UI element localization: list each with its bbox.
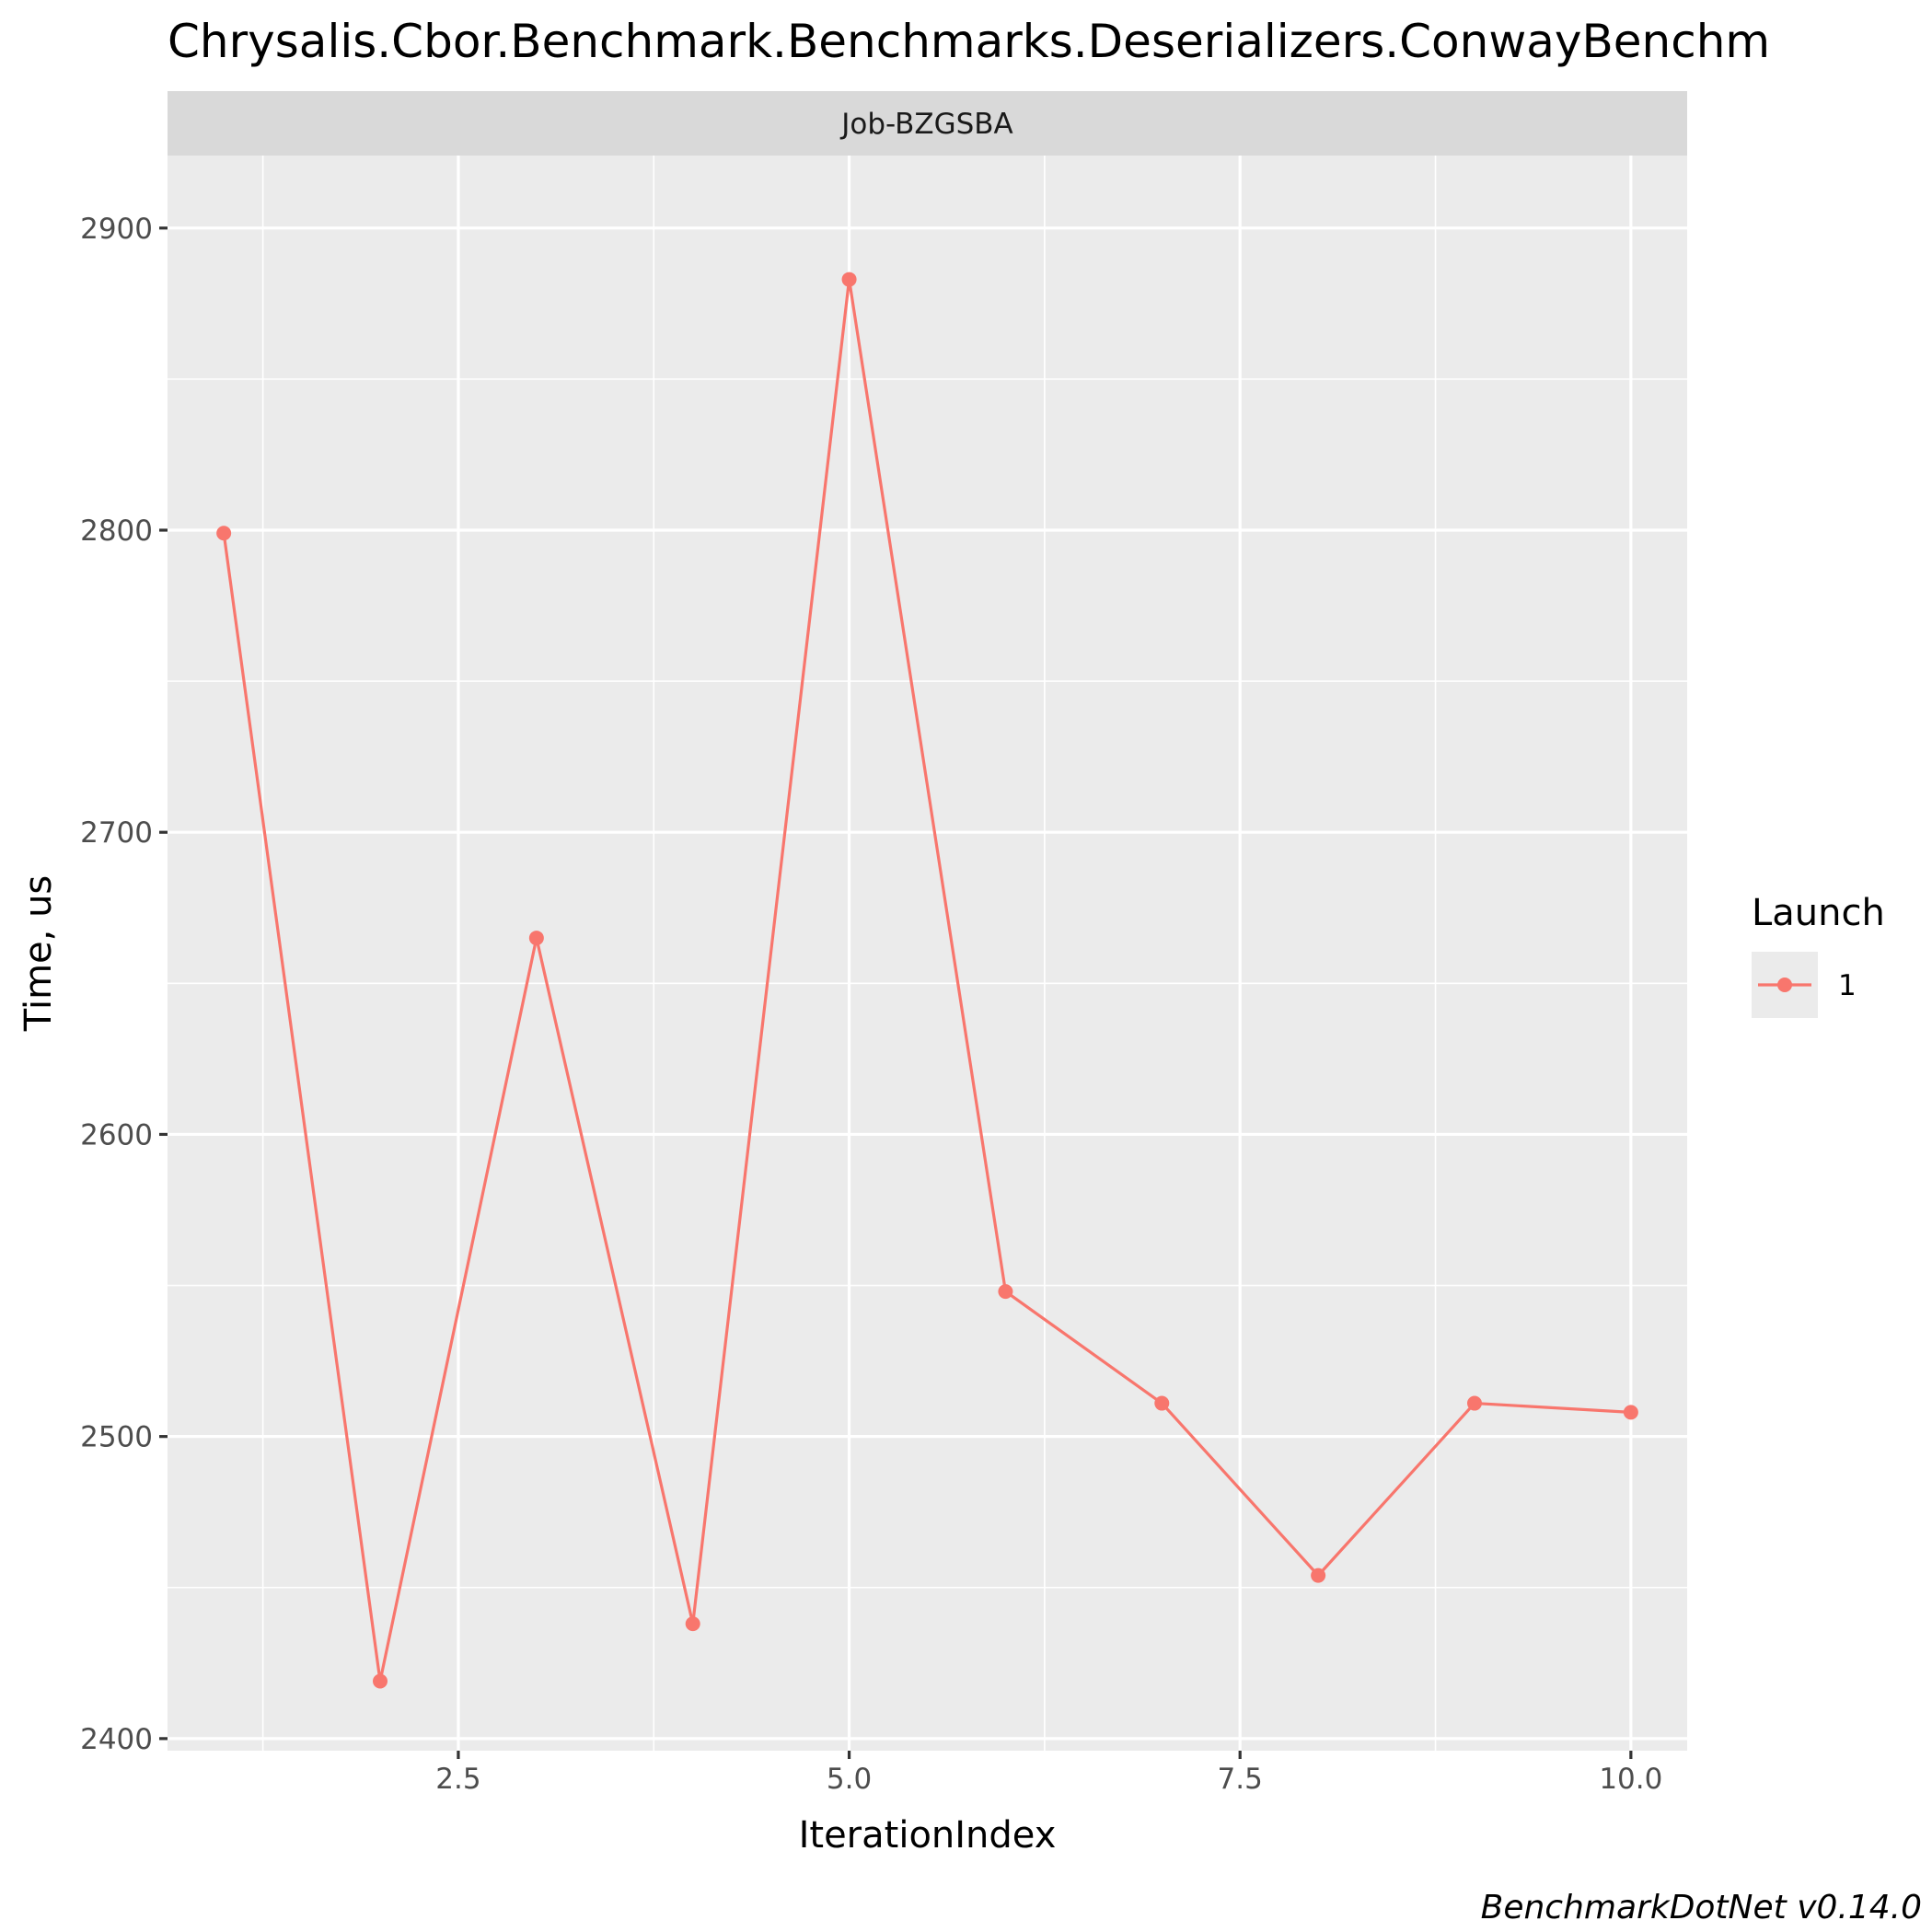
x-tick-label-3: 10.0 [1599,1763,1662,1796]
y-tick-label-5: 2900 [80,213,153,246]
data-point-0-7 [1311,1568,1326,1583]
data-point-0-5 [998,1284,1013,1300]
data-point-0-9 [1623,1405,1638,1420]
chart-title: Chrysalis.Cbor.Benchmark.Benchmarks.Dese… [168,15,1770,68]
data-point-0-1 [373,1673,388,1689]
major-gridlines [168,156,1687,1751]
y-tick-label-4: 2800 [80,515,153,548]
caption: BenchmarkDotNet v0.14.0 [1481,1889,1922,1926]
data-point-0-8 [1466,1395,1482,1411]
x-tick-label-1: 5.0 [827,1763,872,1796]
legend-key-point [1777,978,1792,992]
data-point-0-3 [685,1616,700,1632]
facet-strip [168,91,1687,156]
plot-panel [168,156,1687,1751]
x-axis: 2.5 5.0 7.5 10.0 [435,1751,1662,1796]
y-tick-label-0: 2400 [80,1723,153,1756]
minor-gridlines [168,156,1687,1751]
legend: Launch 1 [1752,892,1885,1018]
data-point-0-0 [216,526,232,541]
series-line-0 [222,277,1631,1683]
data-point-0-6 [1154,1395,1170,1411]
y-axis: 2400 2500 2600 2700 2800 2900 [80,213,168,1756]
facet-strip-label: Job-BZGSBA [839,108,1013,141]
y-tick-label-2: 2600 [80,1118,153,1151]
x-tick-label-0: 2.5 [435,1763,480,1796]
y-axis-title: Time, us [17,875,60,1033]
y-tick-label-1: 2500 [80,1421,153,1454]
legend-title: Launch [1752,892,1885,934]
series-layer [216,272,1638,1689]
legend-entry-label: 1 [1838,969,1857,1002]
y-tick-label-3: 2700 [80,816,153,850]
data-point-0-4 [841,272,857,287]
x-tick-label-2: 7.5 [1218,1763,1263,1796]
data-point-0-2 [528,931,544,946]
x-axis-title: IterationIndex [799,1814,1057,1857]
